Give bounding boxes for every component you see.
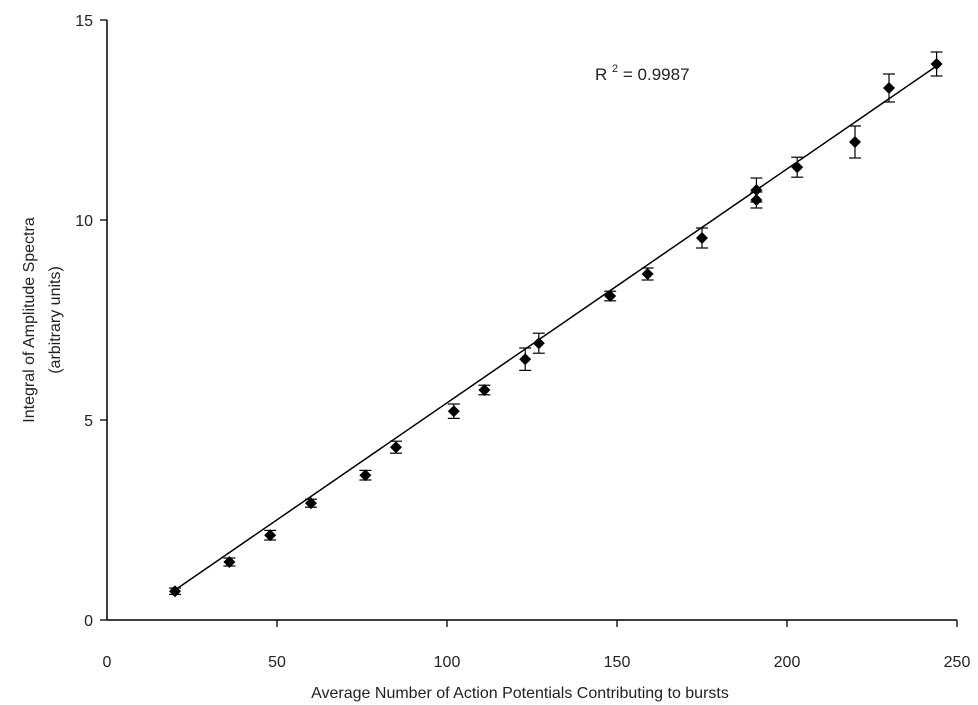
data-point bbox=[696, 232, 708, 244]
x-tick-label: 100 bbox=[434, 654, 461, 671]
y-axis-label: Integral of Amplitude Spectra bbox=[21, 217, 38, 423]
data-point bbox=[750, 194, 763, 206]
y-axis-label-units: (arbitrary units) bbox=[47, 266, 64, 374]
data-point bbox=[849, 136, 861, 148]
y-tick-label: 0 bbox=[84, 613, 93, 630]
data-point bbox=[883, 82, 895, 94]
data-point bbox=[604, 290, 617, 302]
data-point bbox=[305, 497, 317, 510]
x-axis-label: Average Number of Action Potentials Cont… bbox=[311, 685, 729, 702]
y-tick-label: 10 bbox=[75, 213, 93, 230]
data-point bbox=[447, 405, 460, 418]
data-point bbox=[532, 337, 545, 350]
data-point bbox=[791, 161, 804, 174]
data-point bbox=[359, 469, 372, 482]
plot-area bbox=[169, 51, 943, 598]
data-point bbox=[223, 556, 236, 568]
x-tick-label: 200 bbox=[774, 654, 801, 671]
x-tick-label: 50 bbox=[268, 654, 286, 671]
x-tick-label: 0 bbox=[103, 654, 112, 671]
r-squared-value: = 0.9987 bbox=[623, 65, 690, 84]
y-tick-label: 5 bbox=[84, 413, 93, 430]
data-point bbox=[390, 441, 402, 454]
data-point bbox=[641, 268, 654, 280]
data-point bbox=[169, 585, 181, 598]
data-point bbox=[264, 529, 277, 542]
data-point bbox=[750, 184, 763, 196]
data-point bbox=[519, 353, 532, 366]
x-tick-label: 150 bbox=[604, 654, 631, 671]
trend-line bbox=[174, 65, 938, 591]
r-squared-annotation: R 2 = 0.9987 bbox=[595, 57, 690, 84]
axis-ticks: 0 50 100 150 200 250 0 5 10 15 bbox=[75, 13, 970, 671]
y-tick-label: 15 bbox=[75, 13, 93, 30]
r-squared-superscript: 2 bbox=[612, 63, 618, 75]
r-squared-base: R bbox=[595, 65, 607, 84]
x-tick-label: 250 bbox=[944, 654, 971, 671]
data-point bbox=[478, 384, 491, 396]
data-point bbox=[930, 58, 943, 70]
